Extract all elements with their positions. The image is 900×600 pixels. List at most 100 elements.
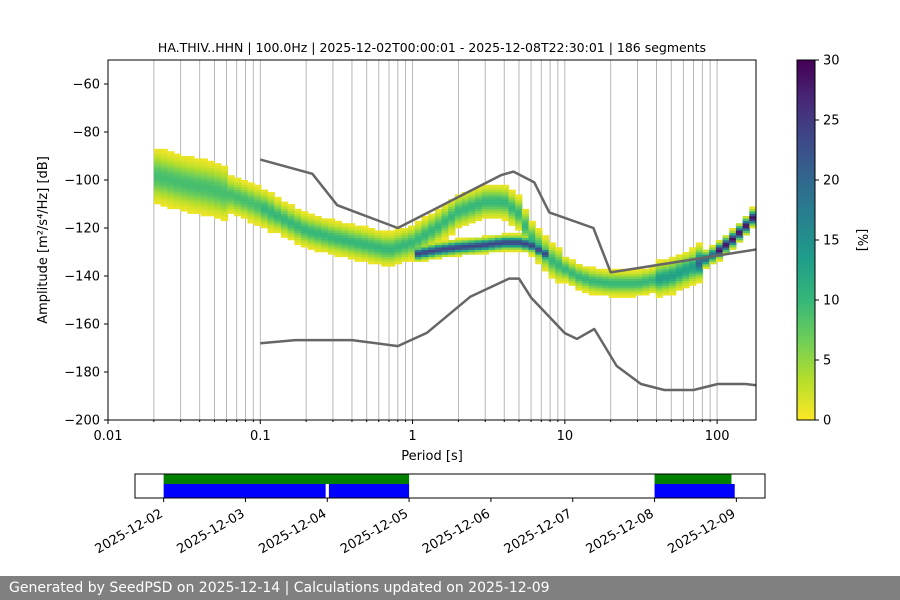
heatmap-cell <box>367 244 376 248</box>
heatmap-cell <box>260 189 269 193</box>
heatmap-cell <box>695 249 704 253</box>
heatmap-cell <box>468 216 476 219</box>
heatmap-cell <box>361 228 369 231</box>
heatmap-cell <box>160 151 168 154</box>
heatmap-cell <box>267 228 275 231</box>
heatmap-cell <box>381 249 389 253</box>
heatmap-cell <box>642 292 650 296</box>
heatmap-cell <box>220 168 229 171</box>
heatmap-cell <box>414 259 423 262</box>
heatmap-cell <box>280 201 289 205</box>
heatmap-cell <box>287 225 295 229</box>
timeline-bar <box>654 484 735 498</box>
heatmap-cell <box>354 242 362 246</box>
heatmap-cell <box>173 168 182 171</box>
heatmap-cell <box>173 156 182 159</box>
heatmap-cell <box>648 280 657 284</box>
heatmap-cell <box>481 216 489 219</box>
heatmap-cell <box>481 244 489 248</box>
heatmap-cell <box>354 225 362 229</box>
heatmap-cell <box>160 199 168 202</box>
heatmap-cell <box>160 177 168 181</box>
heatmap-cell <box>474 196 483 200</box>
heatmap-cell <box>187 177 195 181</box>
y-tick-label: −180 <box>64 366 100 381</box>
heatmap-cell <box>695 252 704 255</box>
heatmap-cell <box>314 242 322 246</box>
heatmap-cell <box>408 242 416 246</box>
timeline-bar <box>654 474 732 484</box>
heatmap-cell <box>675 273 684 277</box>
heatmap-cell <box>662 259 670 262</box>
heatmap-cell <box>361 232 369 236</box>
heatmap-cell <box>561 256 570 260</box>
heatmap-cell <box>301 216 309 219</box>
heatmap-cell <box>207 201 215 205</box>
heatmap-cell <box>695 278 704 282</box>
heatmap-cell <box>555 271 563 274</box>
heatmap-cell <box>628 295 637 298</box>
heatmap-cell <box>675 288 684 291</box>
heatmap-cell <box>675 278 684 282</box>
heatmap-cell <box>742 230 750 234</box>
heatmap-cell <box>735 235 744 238</box>
heatmap-cell <box>280 208 289 212</box>
heatmap-cell <box>274 223 282 226</box>
heatmap-cell <box>167 151 175 154</box>
heatmap-cell <box>488 235 496 238</box>
heatmap-cell <box>481 201 489 205</box>
heatmap-cell <box>521 216 530 219</box>
heatmap-cell <box>521 213 530 217</box>
heatmap-cell <box>173 160 182 164</box>
y-tick-label: −100 <box>64 174 100 189</box>
timeline-frame <box>134 473 766 499</box>
heatmap-cell <box>428 216 436 219</box>
heatmap-cell <box>428 244 436 248</box>
heatmap-cell <box>454 225 463 229</box>
heatmap-cell <box>274 206 282 210</box>
heatmap-cell <box>334 252 342 255</box>
heatmap-cell <box>254 220 262 224</box>
heatmap-cell <box>381 252 389 255</box>
heatmap-cell <box>468 218 476 222</box>
heatmap-cell <box>193 165 202 169</box>
heatmap-cell <box>193 180 202 183</box>
heatmap-cell <box>735 232 744 236</box>
heatmap-cell <box>468 192 476 195</box>
heatmap-cell <box>588 273 597 277</box>
heatmap-cell <box>421 259 429 262</box>
heatmap-cell <box>153 168 162 171</box>
heatmap-cell <box>388 256 396 260</box>
heatmap-cell <box>227 196 235 200</box>
heatmap-cell <box>394 244 402 248</box>
heatmap-cell <box>709 252 717 255</box>
heatmap-cell <box>655 283 663 286</box>
heatmap-cell <box>307 240 316 243</box>
heatmap-cell <box>561 271 570 274</box>
heatmap-cell <box>608 290 617 294</box>
heatmap-cell <box>434 256 443 260</box>
heatmap-cell <box>474 244 483 248</box>
heatmap-cell <box>421 228 429 231</box>
heatmap-cell <box>220 175 229 178</box>
heatmap-cell <box>495 199 503 202</box>
heatmap-cell <box>173 182 182 186</box>
heatmap-cell <box>214 192 222 195</box>
heatmap-cell <box>662 283 670 286</box>
heatmap-cell <box>662 276 670 279</box>
heatmap-cell <box>214 201 222 205</box>
heatmap-cell <box>381 261 389 265</box>
heatmap-cell <box>160 156 168 159</box>
heatmap-cell <box>314 247 322 250</box>
heatmap-cell <box>334 240 342 243</box>
heatmap-cell <box>301 223 309 226</box>
heatmap-cell <box>548 249 556 253</box>
heatmap-cell <box>180 187 188 190</box>
heatmap-cell <box>655 273 663 277</box>
colorbar-ticks: 0 5 10 15 20 25 30 <box>815 54 840 429</box>
heatmap-cell <box>508 223 516 226</box>
heatmap-cell <box>474 240 483 243</box>
heatmap-cell <box>234 194 242 198</box>
heatmap-cell <box>749 225 756 229</box>
heatmap-cell <box>575 271 583 274</box>
